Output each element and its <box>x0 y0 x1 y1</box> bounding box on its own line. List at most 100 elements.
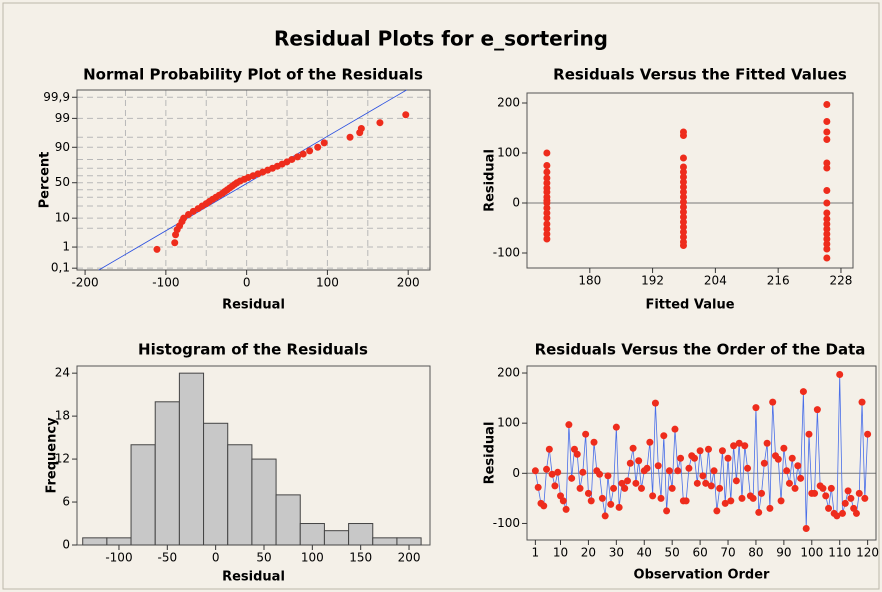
point <box>679 208 687 216</box>
point <box>604 472 612 480</box>
point <box>841 499 849 507</box>
point <box>632 479 640 487</box>
x-tick-label: 50 <box>256 551 271 565</box>
point <box>554 468 562 476</box>
point <box>679 132 687 139</box>
point <box>615 503 623 511</box>
point <box>629 444 637 452</box>
x-axis-label: Residual <box>222 570 285 585</box>
point <box>543 225 551 233</box>
point <box>823 199 831 207</box>
point <box>838 509 846 517</box>
point <box>780 444 788 452</box>
y-tick-label: 0 <box>512 466 520 480</box>
x-tick-label: 40 <box>637 546 652 560</box>
x-tick-label: 228 <box>830 274 853 288</box>
point <box>823 159 831 167</box>
x-axis-label: Fitted Value <box>645 298 734 313</box>
point <box>763 439 771 447</box>
bar <box>275 494 301 546</box>
point <box>671 425 679 433</box>
x-tick-label: 50 <box>665 546 680 560</box>
point <box>543 214 551 222</box>
point <box>679 183 687 191</box>
point <box>587 497 595 505</box>
chart-title: Histogram of the Residuals <box>138 341 368 359</box>
point <box>646 438 654 446</box>
point <box>741 442 749 450</box>
point <box>679 242 687 249</box>
x-tick-label: -200 <box>71 276 98 290</box>
point <box>548 470 556 478</box>
point <box>724 454 732 462</box>
point <box>823 240 831 248</box>
point <box>685 464 693 472</box>
y-tick-label: 12 <box>55 452 70 466</box>
point <box>852 509 860 517</box>
point <box>760 459 768 467</box>
point <box>531 467 539 475</box>
point <box>823 215 831 223</box>
point <box>679 188 687 196</box>
point <box>823 128 831 136</box>
x-tick-label: 200 <box>398 551 421 565</box>
point <box>562 505 570 513</box>
y-tick-label: -100 <box>493 246 520 260</box>
y-axis-label: Residual <box>483 422 498 485</box>
point <box>855 489 863 497</box>
point <box>679 213 687 221</box>
y-tick-label: 10 <box>55 211 70 225</box>
point <box>402 111 410 119</box>
x-tick-label: 0 <box>212 551 220 565</box>
x-tick-label: -100 <box>152 276 179 290</box>
bar <box>203 422 229 546</box>
point <box>696 447 704 455</box>
point <box>774 455 782 463</box>
y-tick-label: 18 <box>55 409 70 423</box>
point <box>707 482 715 490</box>
point <box>691 454 699 462</box>
point <box>833 512 841 520</box>
point <box>545 445 553 453</box>
point <box>543 220 551 228</box>
point <box>376 119 384 127</box>
y-axis-label: Frequency <box>45 417 60 494</box>
bar <box>178 372 205 546</box>
point <box>543 235 551 243</box>
point <box>679 223 687 231</box>
y-tick-label: 99,9 <box>43 90 70 104</box>
y-tick-label: 100 <box>497 146 520 160</box>
point <box>679 218 687 226</box>
point <box>573 450 581 458</box>
point <box>294 153 302 161</box>
x-axis-label: Observation Order <box>634 568 771 583</box>
point <box>844 487 852 495</box>
point <box>543 204 551 212</box>
point <box>635 457 643 465</box>
point <box>679 178 687 186</box>
point <box>819 484 827 492</box>
point <box>799 388 807 396</box>
point <box>825 504 833 512</box>
y-tick-label: 99 <box>55 111 70 125</box>
point <box>716 484 724 492</box>
point <box>758 489 766 497</box>
point <box>568 474 576 482</box>
x-tick-label: 30 <box>609 546 624 560</box>
point <box>643 464 651 472</box>
point <box>540 502 548 510</box>
point <box>668 484 676 492</box>
bar <box>251 458 277 546</box>
point <box>802 524 810 532</box>
point <box>357 125 365 133</box>
point <box>766 504 774 512</box>
point <box>543 199 551 207</box>
y-tick-label: 24 <box>55 366 70 380</box>
bar <box>396 537 422 546</box>
point <box>665 467 673 475</box>
x-tick-label: 200 <box>397 276 420 290</box>
point <box>612 423 620 431</box>
point <box>543 162 551 169</box>
